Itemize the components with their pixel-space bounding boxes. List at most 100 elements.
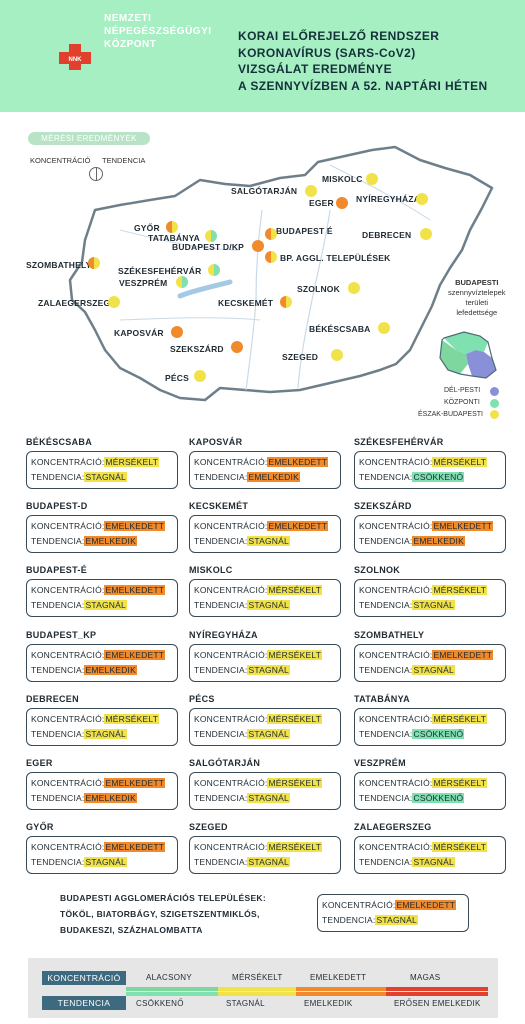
- konc-label: KONCENTRÁCIÓ:: [31, 842, 105, 853]
- tend-row: TENDENCIA:STAGNÁL: [194, 664, 290, 675]
- city-dot-debrecen: [420, 228, 432, 240]
- city-label-bekescsaba: BÉKÉSCSABA: [309, 324, 371, 334]
- card-title: KECSKEMÉT: [189, 501, 249, 512]
- city-label-szombathely: SZOMBATHELY: [26, 260, 92, 270]
- konc-label: KONCENTRÁCIÓ:: [194, 521, 268, 532]
- konc-value: MÉRSÉKELT: [267, 649, 323, 660]
- tend-row: TENDENCIA:EMELKEDIK: [31, 793, 137, 803]
- bp-legend-line: BUDAPESTI: [455, 278, 499, 287]
- result-card: KONCENTRÁCIÓ:MÉRSÉKELT TENDENCIA:CSÖKKENŐ: [354, 772, 506, 810]
- konc-value: MÉRSÉKELT: [267, 778, 323, 788]
- title-line: A SZENNYVÍZBEN A 52. NAPTÁRI HÉTEN: [238, 78, 488, 93]
- konc-label: KONCENTRÁCIÓ:: [194, 649, 268, 660]
- org-line: NÉPEGÉSZSÉGÜGYI: [104, 26, 212, 37]
- konc-row: KONCENTRÁCIÓ:EMELKEDETT: [322, 900, 457, 910]
- district-label: DÉL-PESTI: [444, 387, 481, 394]
- konc-row: KONCENTRÁCIÓ:MÉRSÉKELT: [194, 713, 323, 724]
- card-title: BUDAPEST-É: [26, 565, 88, 576]
- tend-label: TENDENCIA:: [31, 472, 85, 482]
- konc-row: KONCENTRÁCIÓ:MÉRSÉKELT: [31, 713, 160, 724]
- konc-label: KONCENTRÁCIÓ:: [31, 457, 105, 467]
- tend-value: STAGNÁL: [84, 600, 127, 611]
- konc-value: EMELKEDETT: [432, 521, 494, 532]
- result-card: KONCENTRÁCIÓ:MÉRSÉKELT TENDENCIA:CSÖKKENŐ: [354, 451, 506, 489]
- card-title: SZOMBATHELY: [354, 629, 425, 640]
- city-dot-szekesfehervar: [208, 264, 220, 276]
- konc-label: KONCENTRÁCIÓ:: [31, 521, 105, 532]
- legend-konc-label: KONCENTRÁCIÓ: [30, 156, 91, 165]
- konc-label: KONCENTRÁCIÓ:: [31, 778, 105, 788]
- budapest-coverage-legend: BUDAPESTI szennyvíztelepek területi lefe…: [448, 278, 506, 318]
- konc-row: KONCENTRÁCIÓ:MÉRSÉKELT: [359, 457, 488, 467]
- agglo-line: TÖKÖL, BIATORBÁGY, SZIGETSZENTMIKLÓS,: [60, 909, 260, 919]
- konc-label: KONCENTRÁCIÓ:: [359, 521, 433, 532]
- scale-konc-level: MÉRSÉKELT: [232, 973, 283, 982]
- result-card: KONCENTRÁCIÓ:EMELKEDETT TENDENCIA:EMELKED…: [189, 451, 341, 489]
- card-title: PÉCS: [189, 693, 215, 704]
- tend-label: TENDENCIA:: [359, 472, 413, 482]
- konc-row: KONCENTRÁCIÓ:MÉRSÉKELT: [31, 457, 160, 467]
- tend-label: TENDENCIA:: [322, 915, 376, 925]
- city-label-eger: EGER: [309, 198, 334, 208]
- konc-label: KONCENTRÁCIÓ:: [359, 649, 433, 660]
- result-card: KONCENTRÁCIÓ:EMELKEDETT TENDENCIA:EMELKED…: [354, 515, 506, 554]
- tend-value: STAGNÁL: [412, 857, 455, 868]
- city-dot-kecskemet: [280, 296, 292, 308]
- city-dot-budapest-e: [265, 228, 277, 240]
- district-label: KÖZPONTI: [444, 399, 480, 406]
- district-dot-eszak-budapest: [490, 410, 499, 419]
- result-card: KONCENTRÁCIÓ:MÉRSÉKELT TENDENCIA:STAGNÁL: [26, 707, 178, 746]
- konc-label: KONCENTRÁCIÓ:: [194, 778, 268, 788]
- tend-label: TENDENCIA:: [194, 664, 248, 675]
- konc-label: KONCENTRÁCIÓ:: [194, 713, 268, 724]
- tend-value: EMELKEDIK: [84, 536, 137, 547]
- tend-value: STAGNÁL: [247, 728, 290, 739]
- city-label-nyiregyhaza: NYÍREGYHÁZA: [356, 194, 421, 204]
- card-title: DEBRECEN: [26, 693, 79, 704]
- result-card: KONCENTRÁCIÓ:MÉRSÉKELT TENDENCIA:STAGNÁL: [354, 579, 506, 618]
- city-dot-salgotarjan: [305, 185, 317, 197]
- tend-value: STAGNÁL: [247, 857, 290, 868]
- result-card: KONCENTRÁCIÓ:MÉRSÉKELT TENDENCIA:STAGNÁL: [26, 451, 178, 489]
- konc-row: KONCENTRÁCIÓ:MÉRSÉKELT: [359, 778, 488, 788]
- konc-value: EMELKEDETT: [104, 778, 166, 788]
- konc-label: KONCENTRÁCIÓ:: [359, 778, 433, 788]
- konc-value: EMELKEDETT: [104, 521, 166, 532]
- tend-label: TENDENCIA:: [359, 600, 413, 611]
- result-card: KONCENTRÁCIÓ:EMELKEDETT TENDENCIA:EMELKED…: [26, 515, 178, 554]
- result-card: KONCENTRÁCIÓ:MÉRSÉKELT TENDENCIA:STAGNÁL: [354, 836, 506, 875]
- konc-row: KONCENTRÁCIÓ:EMELKEDETT: [31, 521, 166, 532]
- konc-label: KONCENTRÁCIÓ:: [322, 900, 396, 910]
- city-label-miskolc: MISKOLC: [322, 174, 363, 184]
- city-label-veszprem: VESZPRÉM: [119, 278, 168, 288]
- tend-value: STAGNÁL: [412, 600, 455, 611]
- city-dot-pecs: [194, 370, 206, 382]
- result-card: KONCENTRÁCIÓ:EMELKEDETT TENDENCIA:EMELKED…: [26, 772, 178, 810]
- city-label-budapest-e: BUDAPEST É: [276, 226, 333, 236]
- tend-label: TENDENCIA:: [194, 793, 248, 803]
- tend-label: TENDENCIA:: [194, 472, 248, 482]
- konc-row: KONCENTRÁCIÓ:EMELKEDETT: [31, 585, 166, 596]
- agglo-description: BUDAPESTI AGGLOMERÁCIÓS TELEPÜLÉSEK: TÖK…: [60, 890, 266, 938]
- city-label-szekesfehervar: SZÉKESFEHÉRVÁR: [118, 266, 202, 276]
- konc-value: MÉRSÉKELT: [432, 585, 488, 596]
- tend-value: STAGNÁL: [84, 728, 127, 739]
- tend-value: STAGNÁL: [84, 857, 127, 868]
- card-title: BUDAPEST_KP: [26, 629, 97, 640]
- tend-row: TENDENCIA:STAGNÁL: [194, 728, 290, 739]
- konc-value: MÉRSÉKELT: [432, 778, 488, 788]
- card-title: KAPOSVÁR: [189, 437, 243, 447]
- city-label-pecs: PÉCS: [165, 373, 189, 383]
- org-name: NEMZETI NÉPEGÉSZSÉGÜGYI KÖZPONT: [104, 12, 212, 51]
- page-title: KORAI ELŐREJELZŐ RENDSZER KORONAVÍRUS (S…: [238, 28, 488, 94]
- city-label-debrecen: DEBRECEN: [362, 230, 412, 240]
- konc-value: MÉRSÉKELT: [104, 457, 160, 467]
- konc-row: KONCENTRÁCIÓ:EMELKEDETT: [31, 842, 166, 853]
- card-title: MISKOLC: [189, 565, 233, 576]
- tend-value: EMELKEDIK: [247, 472, 300, 482]
- tend-value: STAGNÁL: [247, 664, 290, 675]
- tend-row: TENDENCIA:STAGNÁL: [322, 915, 418, 925]
- city-label-szeged: SZEGED: [282, 352, 319, 362]
- tend-label: TENDENCIA:: [31, 793, 85, 803]
- card-title: EGER: [26, 758, 53, 768]
